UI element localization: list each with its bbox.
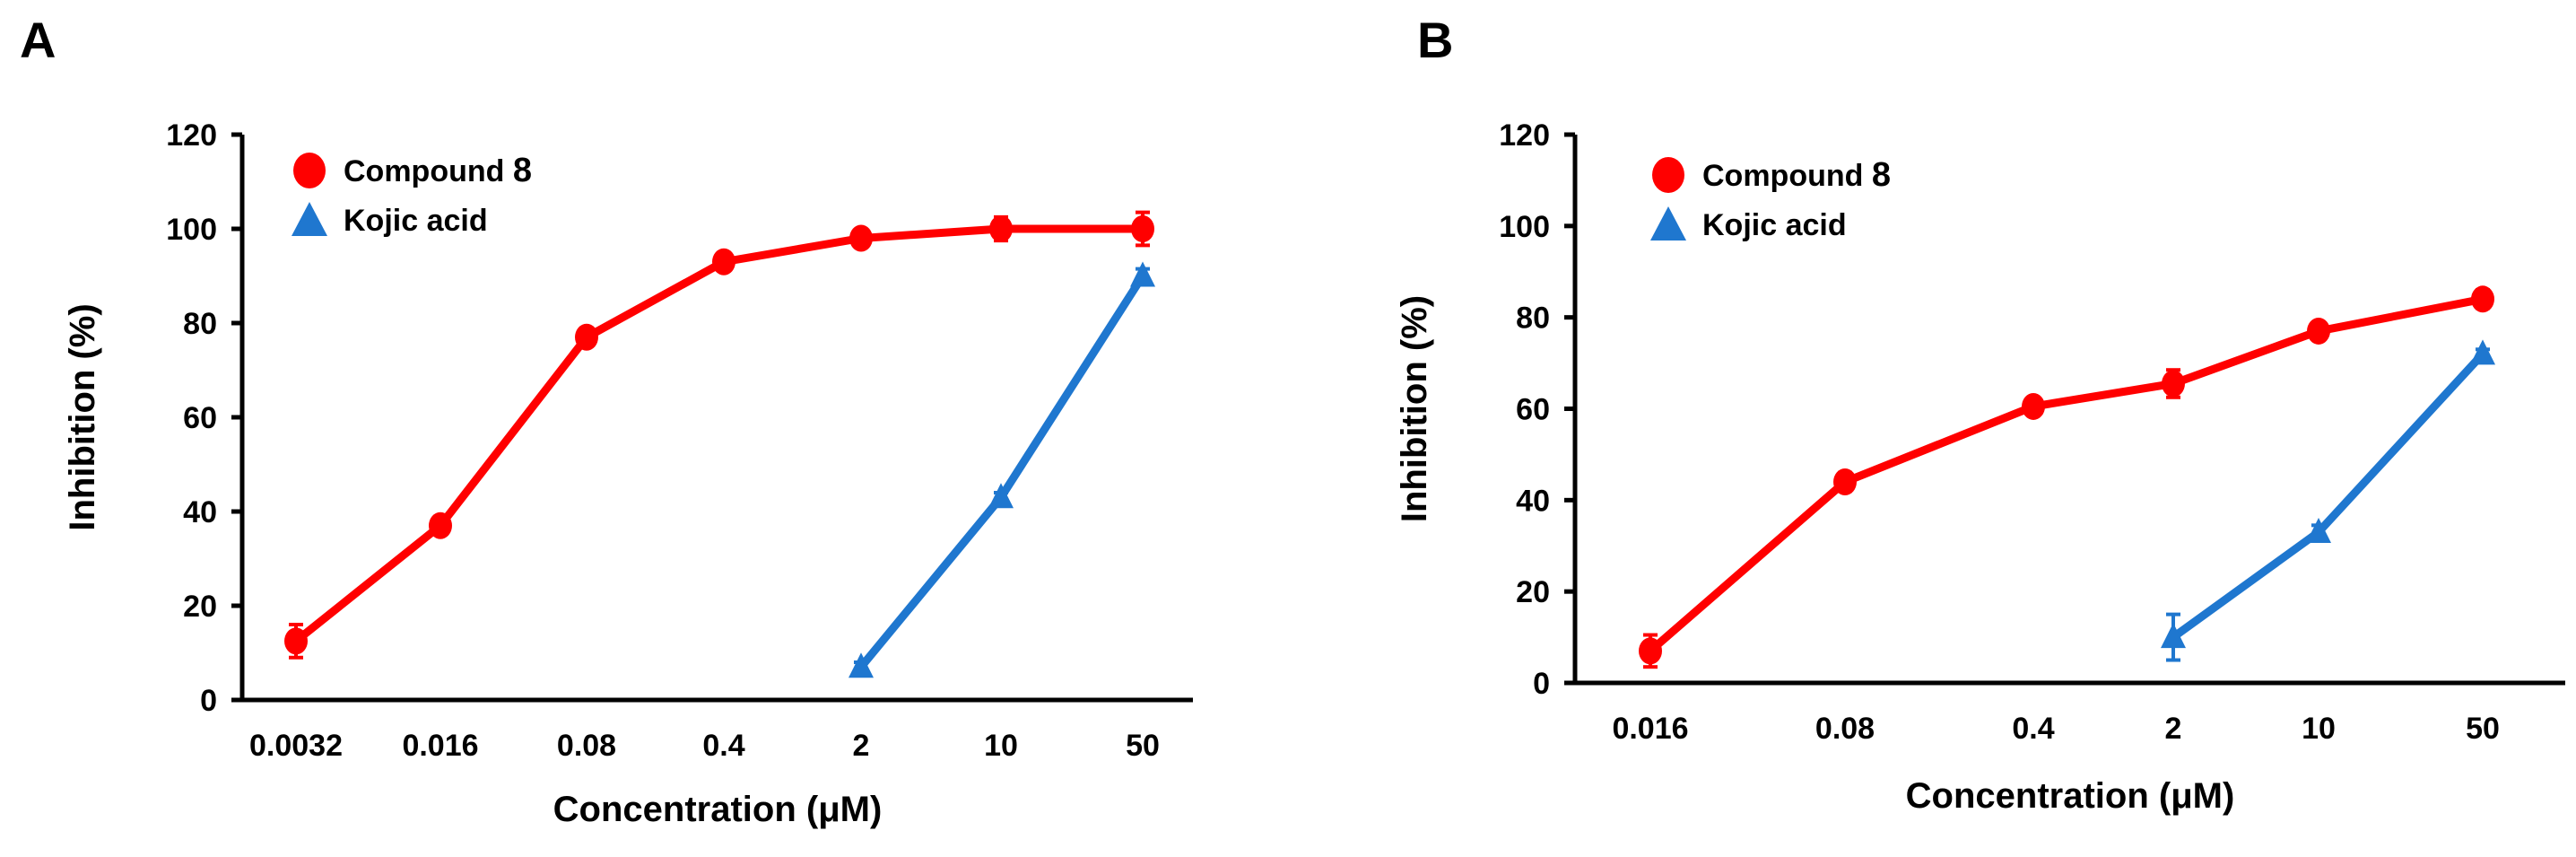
series-line bbox=[293, 224, 1143, 644]
y-tick-label: 20 bbox=[183, 590, 217, 624]
legend-entry: Compound 8 bbox=[293, 152, 532, 189]
y-tick-label: 120 bbox=[166, 118, 217, 153]
x-tick-label: 0.08 bbox=[1815, 712, 1875, 746]
legend-label: Compound 8 bbox=[344, 152, 532, 189]
x-axis-title: Concentration (μM) bbox=[1906, 776, 2235, 816]
x-tick-label: 0.016 bbox=[402, 729, 478, 763]
chart-panel-a: A 0 20 40 60 80 100 120 0.0032 0.016 0.08 0.4 2 10 50 C… bbox=[20, 12, 1193, 829]
legend-marker bbox=[292, 202, 327, 236]
data-point bbox=[2470, 339, 2495, 365]
data-point bbox=[429, 512, 452, 539]
series-compound-8 bbox=[284, 210, 1154, 660]
legend-marker bbox=[1650, 206, 1686, 240]
legend-label: Kojic acid bbox=[1702, 208, 1847, 242]
x-axis-title: Concentration (μM) bbox=[553, 790, 883, 829]
legend-label-text: Compound bbox=[1702, 159, 1872, 193]
y-tick-label: 0 bbox=[200, 684, 217, 718]
data-point bbox=[2471, 285, 2494, 313]
data-point bbox=[2162, 370, 2185, 398]
x-tick-label: 0.016 bbox=[1612, 712, 1688, 746]
legend-entry: Compound 8 bbox=[1652, 156, 1891, 194]
y-tick-label: 80 bbox=[183, 307, 217, 341]
x-tick-label: 0.08 bbox=[557, 729, 616, 763]
x-tick-label: 50 bbox=[1126, 729, 1160, 763]
legend-entry: Kojic acid bbox=[292, 202, 488, 238]
legend-marker bbox=[293, 153, 326, 188]
y-tick-label: 100 bbox=[166, 213, 217, 247]
data-point bbox=[1131, 215, 1154, 242]
data-point bbox=[849, 652, 874, 678]
series-kojic-acid bbox=[2161, 339, 2495, 662]
data-point bbox=[1639, 637, 1662, 665]
y-tick-label: 60 bbox=[1516, 393, 1550, 427]
data-point bbox=[849, 224, 873, 252]
chart-panel-b: B 0 20 40 60 80 100 120 0.016 0.08 0.4 2 10 50 Concent… bbox=[1395, 12, 2565, 816]
series-line bbox=[857, 274, 1146, 670]
x-tick-label: 0.4 bbox=[2012, 712, 2054, 746]
panel-label: A bbox=[20, 12, 56, 68]
series-compound-8 bbox=[1639, 285, 2494, 669]
data-point bbox=[988, 483, 1014, 509]
legend-label: Compound 8 bbox=[1702, 156, 1891, 194]
series-line bbox=[1648, 294, 2484, 654]
data-point bbox=[284, 627, 308, 655]
x-tick-label: 50 bbox=[2466, 712, 2500, 746]
data-point bbox=[575, 323, 598, 351]
y-tick-label: 40 bbox=[183, 495, 217, 529]
x-tick-label: 2 bbox=[853, 729, 870, 763]
series-line bbox=[2171, 351, 2486, 641]
x-tick-label: 0.0032 bbox=[249, 729, 343, 763]
y-tick-label: 120 bbox=[1499, 118, 1550, 153]
y-axis-title: Inhibition (%) bbox=[63, 303, 102, 530]
data-point bbox=[2161, 623, 2186, 649]
x-tick-label: 10 bbox=[984, 729, 1018, 763]
data-point bbox=[989, 215, 1013, 242]
y-tick-label: 80 bbox=[1516, 302, 1550, 336]
data-point bbox=[2306, 517, 2331, 543]
y-tick-label: 100 bbox=[1499, 210, 1550, 244]
y-tick-label: 0 bbox=[1533, 667, 1550, 701]
data-point bbox=[1833, 468, 1857, 495]
x-tick-label: 2 bbox=[2165, 712, 2182, 746]
data-point bbox=[712, 248, 735, 275]
y-tick-label: 40 bbox=[1516, 484, 1550, 518]
y-tick-label: 20 bbox=[1516, 575, 1550, 609]
legend-marker bbox=[1652, 157, 1684, 193]
series-kojic-acid bbox=[849, 261, 1155, 678]
legend-label-number: 8 bbox=[1872, 156, 1891, 194]
x-tick-label: 0.4 bbox=[702, 729, 744, 763]
legend-entry: Kojic acid bbox=[1650, 206, 1847, 242]
data-point bbox=[2022, 392, 2045, 420]
legend-label-number: 8 bbox=[513, 152, 532, 189]
data-point bbox=[2307, 317, 2330, 345]
y-tick-label: 60 bbox=[183, 401, 217, 435]
data-point bbox=[1130, 261, 1155, 287]
x-tick-label: 10 bbox=[2302, 712, 2336, 746]
legend-label-text: Compound bbox=[344, 154, 513, 188]
y-axis-title: Inhibition (%) bbox=[1395, 295, 1434, 522]
panel-label: B bbox=[1417, 12, 1453, 68]
legend-label: Kojic acid bbox=[344, 204, 488, 238]
